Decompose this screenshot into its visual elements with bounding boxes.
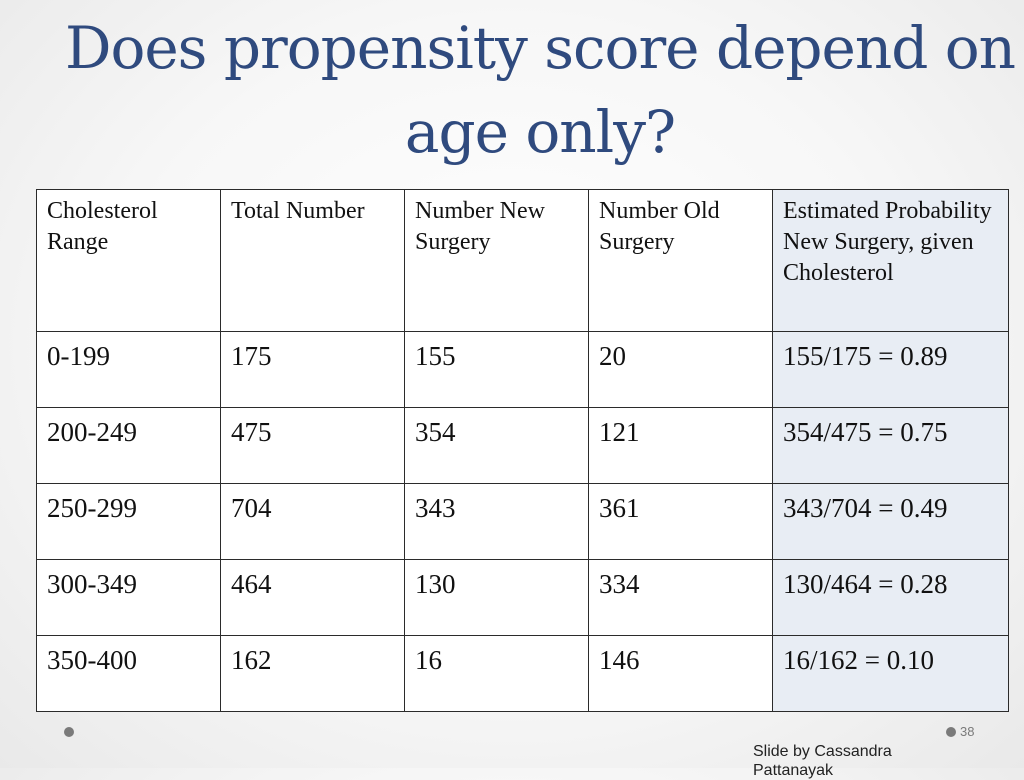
table-row: 250-299 704 343 361 343/704 = 0.49	[36, 483, 1009, 560]
cell-cholesterol-range: 350-400	[36, 635, 221, 712]
page-number: 38	[960, 724, 975, 739]
cell-cholesterol-range: 250-299	[36, 483, 221, 560]
cell-estimated-probability: 354/475 = 0.75	[772, 407, 1009, 484]
cell-number-new-surgery: 130	[404, 559, 589, 636]
cell-total-number: 464	[220, 559, 405, 636]
cell-number-new-surgery: 16	[404, 635, 589, 712]
bullet-dot-left	[64, 727, 74, 737]
table-header-row: Cholesterol Range Total Number Number Ne…	[36, 189, 1009, 332]
header-cholesterol-range: Cholesterol Range	[36, 189, 221, 332]
table-row: 0-199 175 155 20 155/175 = 0.89	[36, 331, 1009, 408]
cell-number-new-surgery: 155	[404, 331, 589, 408]
cell-number-old-surgery: 361	[588, 483, 773, 560]
cell-cholesterol-range: 200-249	[36, 407, 221, 484]
cell-total-number: 475	[220, 407, 405, 484]
cell-cholesterol-range: 0-199	[36, 331, 221, 408]
cell-number-old-surgery: 334	[588, 559, 773, 636]
cell-estimated-probability: 155/175 = 0.89	[772, 331, 1009, 408]
cell-total-number: 704	[220, 483, 405, 560]
cholesterol-table: Cholesterol Range Total Number Number Ne…	[36, 189, 1009, 712]
cell-total-number: 175	[220, 331, 405, 408]
header-estimated-probability: Estimated Probability New Surgery, given…	[772, 189, 1009, 332]
bullet-dot-right	[946, 727, 956, 737]
slide-title: Does propensity score depend on age only…	[64, 14, 1016, 166]
slide-credit: Slide by Cassandra Pattanayak	[753, 743, 892, 779]
cell-number-old-surgery: 121	[588, 407, 773, 484]
table-row: 350-400 162 16 146 16/162 = 0.10	[36, 635, 1009, 712]
cell-estimated-probability: 16/162 = 0.10	[772, 635, 1009, 712]
cell-number-old-surgery: 146	[588, 635, 773, 712]
cell-estimated-probability: 130/464 = 0.28	[772, 559, 1009, 636]
cell-cholesterol-range: 300-349	[36, 559, 221, 636]
header-number-new-surgery: Number New Surgery	[404, 189, 589, 332]
table-row: 200-249 475 354 121 354/475 = 0.75	[36, 407, 1009, 484]
header-number-old-surgery: Number Old Surgery	[588, 189, 773, 332]
cell-number-new-surgery: 354	[404, 407, 589, 484]
table-row: 300-349 464 130 334 130/464 = 0.28	[36, 559, 1009, 636]
cell-total-number: 162	[220, 635, 405, 712]
cell-number-new-surgery: 343	[404, 483, 589, 560]
cell-estimated-probability: 343/704 = 0.49	[772, 483, 1009, 560]
header-total-number: Total Number	[220, 189, 405, 332]
cell-number-old-surgery: 20	[588, 331, 773, 408]
